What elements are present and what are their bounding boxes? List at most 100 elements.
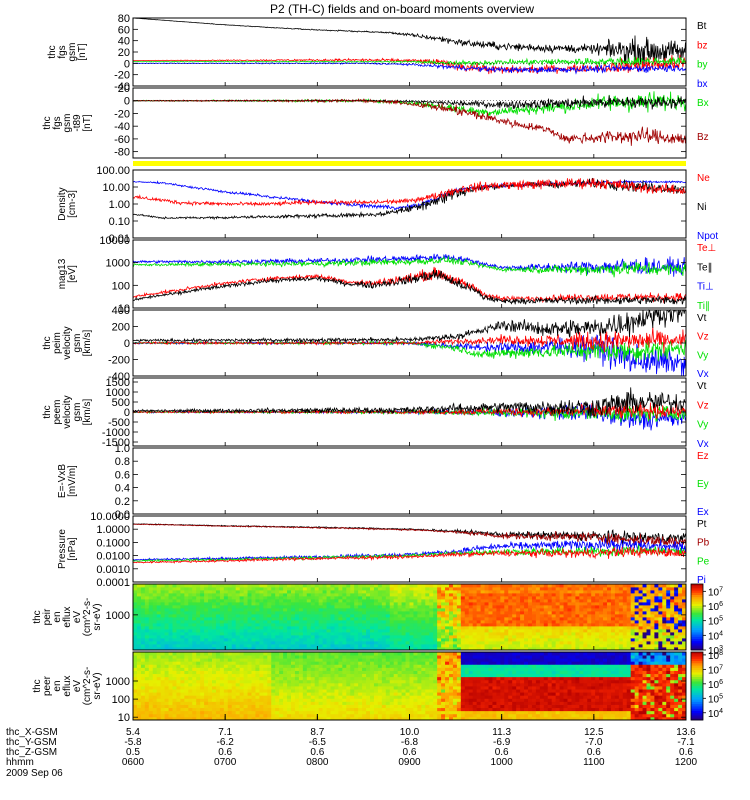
spectrogram-cell [251,590,256,594]
spectrogram-cell [674,644,679,648]
spectrogram-cell [405,590,410,594]
spectrogram-cell [480,617,485,621]
spectrogram-cell [662,593,667,597]
spectrogram-cell [176,689,181,693]
spectrogram-cell [148,682,154,687]
spectrogram-cell [405,682,410,687]
spectrogram-cell [259,682,264,687]
spectrogram-cell [271,617,276,621]
spectrogram-cell [610,620,616,624]
spectrogram-cell [168,590,173,594]
spectrogram-cell [235,704,241,709]
spectrogram-cell [251,602,256,606]
spectrogram-cell [575,596,580,600]
spectrogram-cell [208,593,213,597]
spectrogram-cell [136,682,142,687]
spectrogram-cell [366,605,371,609]
spectrogram-cell [267,658,272,662]
spectrogram-cell [168,692,173,696]
spectrogram-cell [314,599,320,603]
spectrogram-cell [622,605,628,609]
spectrogram-cell [133,626,138,630]
spectrogram-cell [219,686,225,690]
spectrogram-cell [452,608,458,612]
spectrogram-cell [148,710,154,715]
spectrogram-cell [279,620,284,624]
spectrogram-cell [275,593,280,597]
spectrogram-cell [358,617,363,621]
spectrogram-cell [136,707,142,712]
spectrogram-cell [488,587,493,591]
spectrogram-cell [133,713,138,718]
spectrogram-cell [287,602,292,606]
spectrogram-cell [255,644,260,648]
spectrogram-cell [583,596,588,600]
spectrogram-cell [223,596,229,600]
spectrogram-cell [346,599,351,603]
spectrogram-cell [646,644,651,648]
spectrogram-cell [259,686,264,690]
spectrogram-cell [184,658,189,662]
spectrogram-cell [543,644,549,648]
spectrogram-cell [571,596,576,600]
spectrogram-cell [512,635,517,639]
spectrogram-cell [385,658,391,662]
spectrogram-cell [373,647,379,651]
spectrogram-cell [302,707,308,712]
spectrogram-cell [405,673,410,678]
spectrogram-cell [413,673,418,678]
spectrogram-cell [271,605,276,609]
spectrogram-cell [429,599,434,603]
spectrogram-cell [449,605,454,609]
spectrogram-cell [326,670,331,675]
spectrogram-cell [164,590,169,594]
spectrogram-cell [219,608,225,612]
spectrogram-cell [208,599,213,603]
spectrogram-cell [496,617,501,621]
spectrogram-cell [227,623,233,627]
spectrogram-cell [642,635,647,639]
spectrogram-cell [176,638,181,642]
spectrogram-cell [654,596,659,600]
spectrogram-cell [208,689,213,693]
spectrogram-cell [393,676,399,681]
spectrogram-cell [614,608,620,612]
spectrogram-cell [496,626,501,630]
spectrogram-cell [251,701,256,705]
spectrogram-cell [366,695,371,699]
spectrogram-cell [200,689,205,693]
spectrogram-cell [152,647,158,651]
spectrogram-cell [168,716,173,721]
spectrogram-cell [227,679,233,684]
spectrogram-cell [614,611,620,615]
spectrogram-cell [484,602,489,606]
spectrogram-cell [164,692,169,696]
spectrogram-cell [543,623,549,627]
spectrogram-cell [144,661,150,665]
spectrogram-cell [192,670,197,675]
spectrogram-cell [294,676,300,681]
spectrogram-cell [595,605,600,609]
spectrogram-cell [571,590,576,594]
spectrogram-cell [283,638,288,642]
spectrogram-cell [334,658,339,662]
spectrogram-cell [472,617,478,621]
spectrogram-cell [338,713,343,718]
spectrogram-cell [346,704,351,709]
spectrogram-cell [184,587,189,591]
spectrogram-cell [251,638,256,642]
spectrogram-cell [539,608,545,612]
spectrogram-cell [437,632,442,636]
y-axis-label: [eV] [67,265,78,283]
spectrogram-cell [630,599,636,603]
spectrogram-cell [429,587,434,591]
y-axis: 200-20-40-60-80 [114,83,686,159]
spectrogram-cell [251,644,256,648]
legend-label: Ex [697,507,709,518]
spectrogram-cell [456,611,462,615]
spectrogram-cell [575,644,580,648]
spectrogram-cell [259,716,264,721]
spectrogram-cell [682,584,687,588]
spectrogram-cell [227,698,233,702]
spectrogram-cell [678,629,683,633]
